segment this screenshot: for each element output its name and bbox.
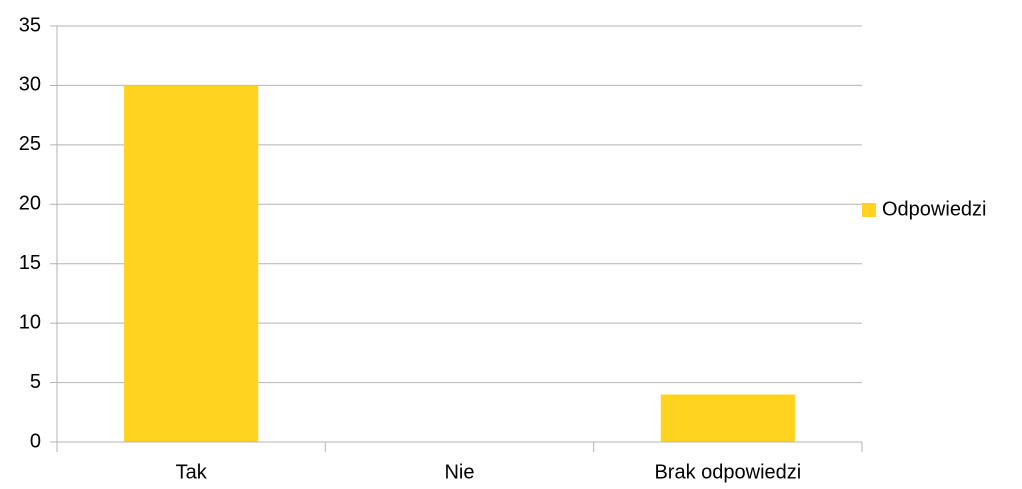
y-tick-label: 25 xyxy=(19,133,41,155)
y-tick-label: 20 xyxy=(19,193,41,215)
y-tick-label: 30 xyxy=(19,74,41,96)
legend-swatch xyxy=(862,203,876,217)
bar xyxy=(660,394,795,442)
x-tick-label: Nie xyxy=(444,461,474,483)
y-tick-label: 0 xyxy=(30,430,41,452)
x-tick-label: Tak xyxy=(176,461,208,483)
legend-label: Odpowiedzi xyxy=(882,198,987,220)
y-tick-label: 35 xyxy=(19,14,41,36)
y-tick-label: 5 xyxy=(30,371,41,393)
bar xyxy=(124,85,259,442)
y-tick-label: 10 xyxy=(19,311,41,333)
x-tick-label: Brak odpowiedzi xyxy=(654,461,801,483)
y-tick-label: 15 xyxy=(19,252,41,274)
